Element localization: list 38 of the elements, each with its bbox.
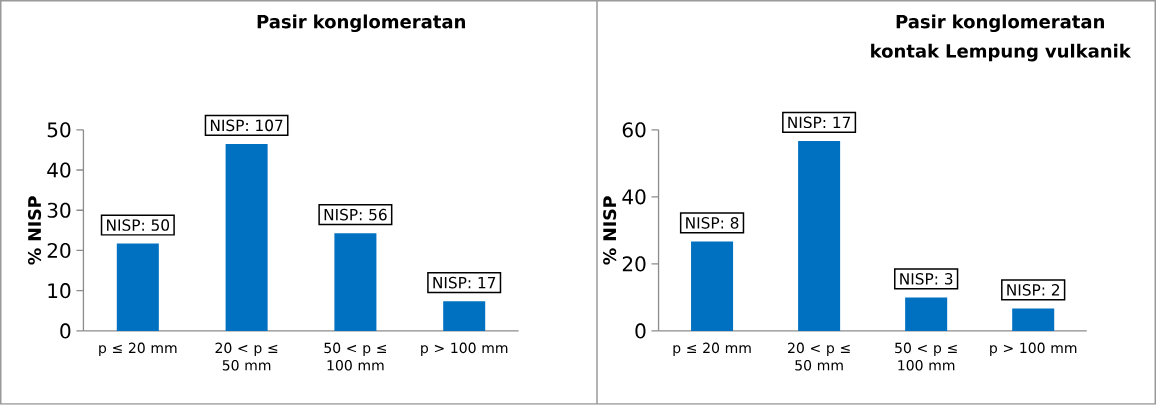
y-tick-label: 20 xyxy=(622,256,646,272)
bar xyxy=(225,144,268,332)
chart-title: Pasir konglomeratan kontak Lempung vulkanik xyxy=(871,14,1132,62)
bar xyxy=(116,243,159,332)
x-tick-label: p ≤ 20 mm xyxy=(99,342,177,357)
x-tick-label: p > 100 mm xyxy=(990,342,1077,357)
x-tick-label: 50 < p ≤ 100 mm xyxy=(895,342,957,371)
x-tick-label: p > 100 mm xyxy=(421,342,508,357)
annotation: NISP: 17 xyxy=(788,116,851,129)
y-axis-title: % NISP xyxy=(27,196,42,265)
bar xyxy=(905,297,948,332)
x-tick-label: 20 < p ≤ 50 mm xyxy=(215,342,278,371)
y-tick-label: 40 xyxy=(622,189,646,205)
y-tick-label: 10 xyxy=(48,283,71,299)
y-tick-label: 0 xyxy=(60,323,71,339)
bar xyxy=(691,241,734,332)
bar xyxy=(798,141,841,332)
x-tick-label: p ≤ 20 mm xyxy=(673,342,751,357)
y-axis-title: % NISP xyxy=(603,196,617,265)
y-tick-label: 30 xyxy=(47,202,71,218)
chart-title: Pasir konglomeratan xyxy=(257,14,465,33)
annotation: NISP: 8 xyxy=(686,217,739,229)
annotation: NISP: 17 xyxy=(433,276,496,289)
annotation: NISP: 3 xyxy=(900,273,953,285)
annotation: NISP: 50 xyxy=(107,219,170,232)
y-tick-label: 50 xyxy=(47,122,71,138)
bar xyxy=(334,233,377,332)
y-tick-label: 0 xyxy=(635,323,646,339)
annotation: NISP: 2 xyxy=(1007,284,1060,296)
y-tick-label: 40 xyxy=(47,162,71,178)
y-tick-label: 60 xyxy=(622,122,646,138)
annotation: NISP: 56 xyxy=(324,208,387,221)
bar xyxy=(1012,308,1055,332)
x-tick-label: 20 < p ≤ 50 mm xyxy=(788,342,850,371)
y-tick-label: 20 xyxy=(47,243,71,259)
x-tick-label: 50 < p ≤ 100 mm xyxy=(324,342,386,371)
annotation: NISP: 107 xyxy=(210,119,283,132)
bar xyxy=(443,301,486,332)
